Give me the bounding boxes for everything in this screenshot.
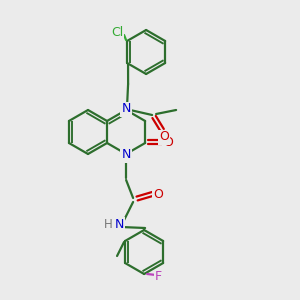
- Text: O: O: [163, 136, 173, 149]
- Text: Cl: Cl: [111, 26, 123, 38]
- Text: N: N: [114, 218, 124, 230]
- Text: N: N: [122, 103, 131, 116]
- Text: O: O: [153, 188, 163, 202]
- Text: O: O: [159, 130, 169, 143]
- Text: H: H: [104, 218, 112, 230]
- Text: N: N: [122, 148, 131, 161]
- Text: F: F: [154, 271, 162, 284]
